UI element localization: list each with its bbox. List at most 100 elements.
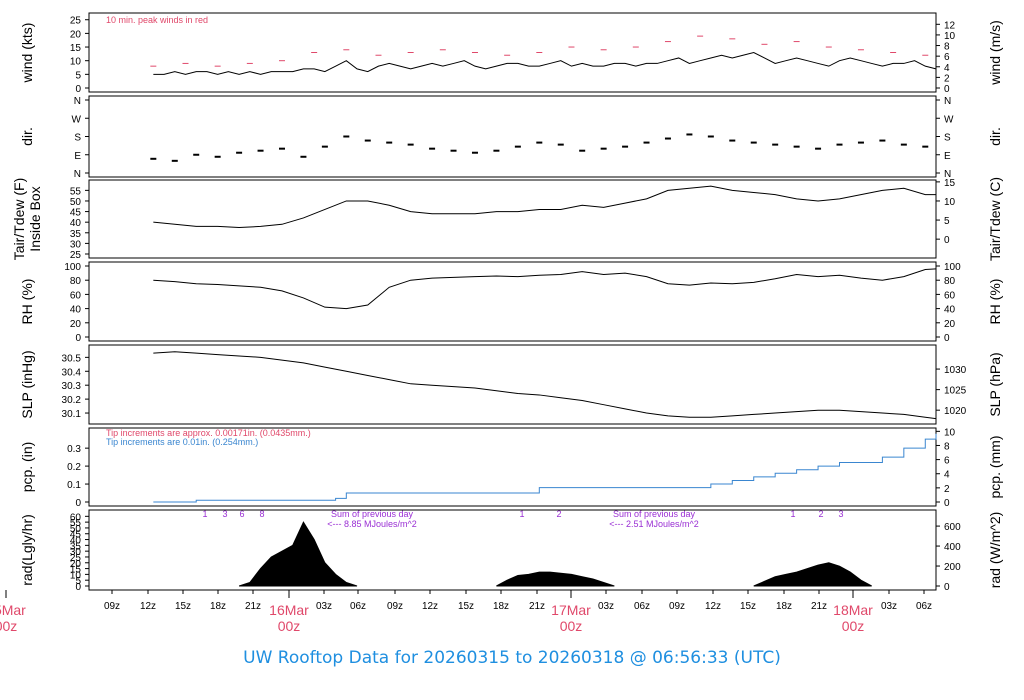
ytick-label-left-4: 30.5: [62, 353, 82, 364]
ytick-label-right-6: 0: [944, 582, 950, 593]
x-tick-label: 03z: [598, 601, 614, 612]
hour-mark: 2: [818, 509, 823, 519]
hour-mark: 1: [790, 509, 795, 519]
panel-frame-1: [88, 95, 937, 178]
ytick-label-left-2: 30: [70, 239, 82, 250]
ytick-label-left-1: N: [74, 169, 81, 180]
x-tick-label: 18z: [493, 601, 509, 612]
ytick-label-left-0: 5: [75, 70, 81, 81]
ytick-label-left-2: 45: [70, 208, 82, 219]
ytick-label-left-3: 60: [70, 290, 82, 301]
x-day-label: 15Mar: [0, 602, 26, 618]
x-day-label: 17Mar: [551, 602, 591, 618]
ytick-label-left-6: 10: [70, 570, 82, 581]
ytick-label-right-2: 5: [944, 216, 950, 227]
x-tick-label: 06z: [634, 601, 650, 612]
ylabel-right-5: pcp. (mm): [987, 436, 1003, 499]
x-day-label: 18Mar: [833, 602, 873, 618]
radiation-sum-value: <--- 8.85 MJoules/m^2: [327, 519, 417, 529]
ylabel-left-2-0: Tair/Tdew (F): [11, 178, 27, 260]
ylabel-right-4: SLP (hPa): [987, 352, 1003, 416]
x-tick-label: 15z: [458, 601, 474, 612]
ytick-label-right-0: 2: [944, 73, 950, 84]
ytick-label-right-5: 10: [944, 427, 956, 438]
radiation-area-2: [753, 562, 872, 587]
ytick-label-left-6: 25: [70, 553, 82, 564]
ytick-label-right-3: 0: [944, 333, 950, 344]
ytick-label-right-0: 8: [944, 42, 950, 53]
ytick-label-right-0: 6: [944, 52, 950, 63]
x-tick-label: 03z: [316, 601, 332, 612]
ytick-label-right-5: 6: [944, 456, 950, 467]
ytick-label-left-0: 15: [70, 43, 82, 54]
x-tick-label: 06z: [350, 601, 366, 612]
wind-speed-line: [153, 51, 937, 75]
x-tick-label: 06z: [916, 601, 932, 612]
ytick-label-left-2: 40: [70, 218, 82, 229]
hour-mark: 1: [202, 509, 207, 519]
ytick-label-right-5: 4: [944, 470, 950, 481]
ytick-label-left-1: E: [74, 151, 81, 162]
ytick-label-right-4: 1025: [944, 386, 967, 397]
ylabel-left-1-0: dir.: [19, 127, 35, 146]
radiation-sum-label: Sum of previous day: [331, 509, 414, 519]
ytick-label-left-6: 50: [70, 524, 82, 535]
radiation-area-1: [496, 571, 615, 587]
x-tick-label: 18z: [210, 601, 226, 612]
ytick-label-right-0: 0: [944, 84, 950, 95]
ytick-label-left-4: 30.2: [62, 395, 82, 406]
hour-mark: 2: [556, 509, 561, 519]
ytick-label-left-2: 25: [70, 250, 82, 261]
x-tick-label: 18z: [776, 601, 792, 612]
ylabel-left-0-0: wind (kts): [19, 23, 35, 84]
ytick-label-left-6: 55: [70, 518, 82, 529]
panel-frame-5: [88, 427, 937, 507]
temperature-line: [153, 185, 936, 228]
ylabel-left-5-0: pcp. (in): [19, 442, 35, 493]
ytick-label-right-3: 80: [944, 276, 956, 287]
x-day-hour: 00z: [842, 618, 865, 634]
radiation-sum-label: Sum of previous day: [613, 509, 696, 519]
ylabel-left-4-0: SLP (inHg): [19, 350, 35, 418]
panel-frame-2: [88, 179, 937, 259]
ytick-label-right-2: 15: [944, 178, 956, 189]
ytick-label-right-4: 1020: [944, 406, 967, 417]
ytick-label-left-3: 0: [75, 333, 81, 344]
x-tick-label: 09z: [387, 601, 403, 612]
wind-annotation: 10 min. peak winds in red: [106, 15, 208, 25]
x-tick-label: 12z: [140, 601, 156, 612]
ytick-label-right-0: 10: [944, 31, 956, 42]
hour-mark: 6: [239, 509, 244, 519]
x-tick-label: 15z: [740, 601, 756, 612]
ytick-label-right-2: 0: [944, 235, 950, 246]
x-tick-label: 12z: [705, 601, 721, 612]
ytick-label-right-1: N: [944, 169, 951, 180]
rh-line: [153, 268, 937, 310]
ytick-label-left-1: S: [74, 133, 81, 144]
ytick-label-left-4: 30.4: [62, 367, 82, 378]
x-tick-label: 21z: [811, 601, 827, 612]
ytick-label-right-0: 12: [944, 20, 956, 31]
x-tick-label: 09z: [669, 601, 685, 612]
ytick-label-right-6: 400: [944, 542, 961, 553]
ytick-label-left-6: 15: [70, 565, 82, 576]
ytick-label-left-1: N: [74, 96, 81, 107]
ytick-label-right-3: 20: [944, 319, 956, 330]
x-tick-label: 12z: [422, 601, 438, 612]
x-tick-label: 21z: [529, 601, 545, 612]
ytick-label-left-5: 0.1: [67, 480, 81, 491]
ytick-label-left-3: 20: [70, 319, 82, 330]
radiation-area-0: [238, 521, 358, 587]
ylabel-right-1: dir.: [987, 127, 1003, 146]
x-tick-label: 03z: [881, 601, 897, 612]
x-tick-label: 09z: [104, 601, 120, 612]
hour-mark: 3: [838, 509, 843, 519]
ytick-label-left-2: 35: [70, 229, 82, 240]
ytick-label-left-6: 20: [70, 559, 82, 570]
ytick-label-left-0: 10: [70, 57, 82, 68]
ytick-label-left-6: 60: [70, 512, 82, 523]
ytick-label-right-3: 100: [944, 262, 961, 273]
ytick-label-left-1: W: [72, 114, 82, 125]
ytick-label-left-5: 0.3: [67, 444, 81, 455]
ytick-label-right-2: 10: [944, 197, 956, 208]
